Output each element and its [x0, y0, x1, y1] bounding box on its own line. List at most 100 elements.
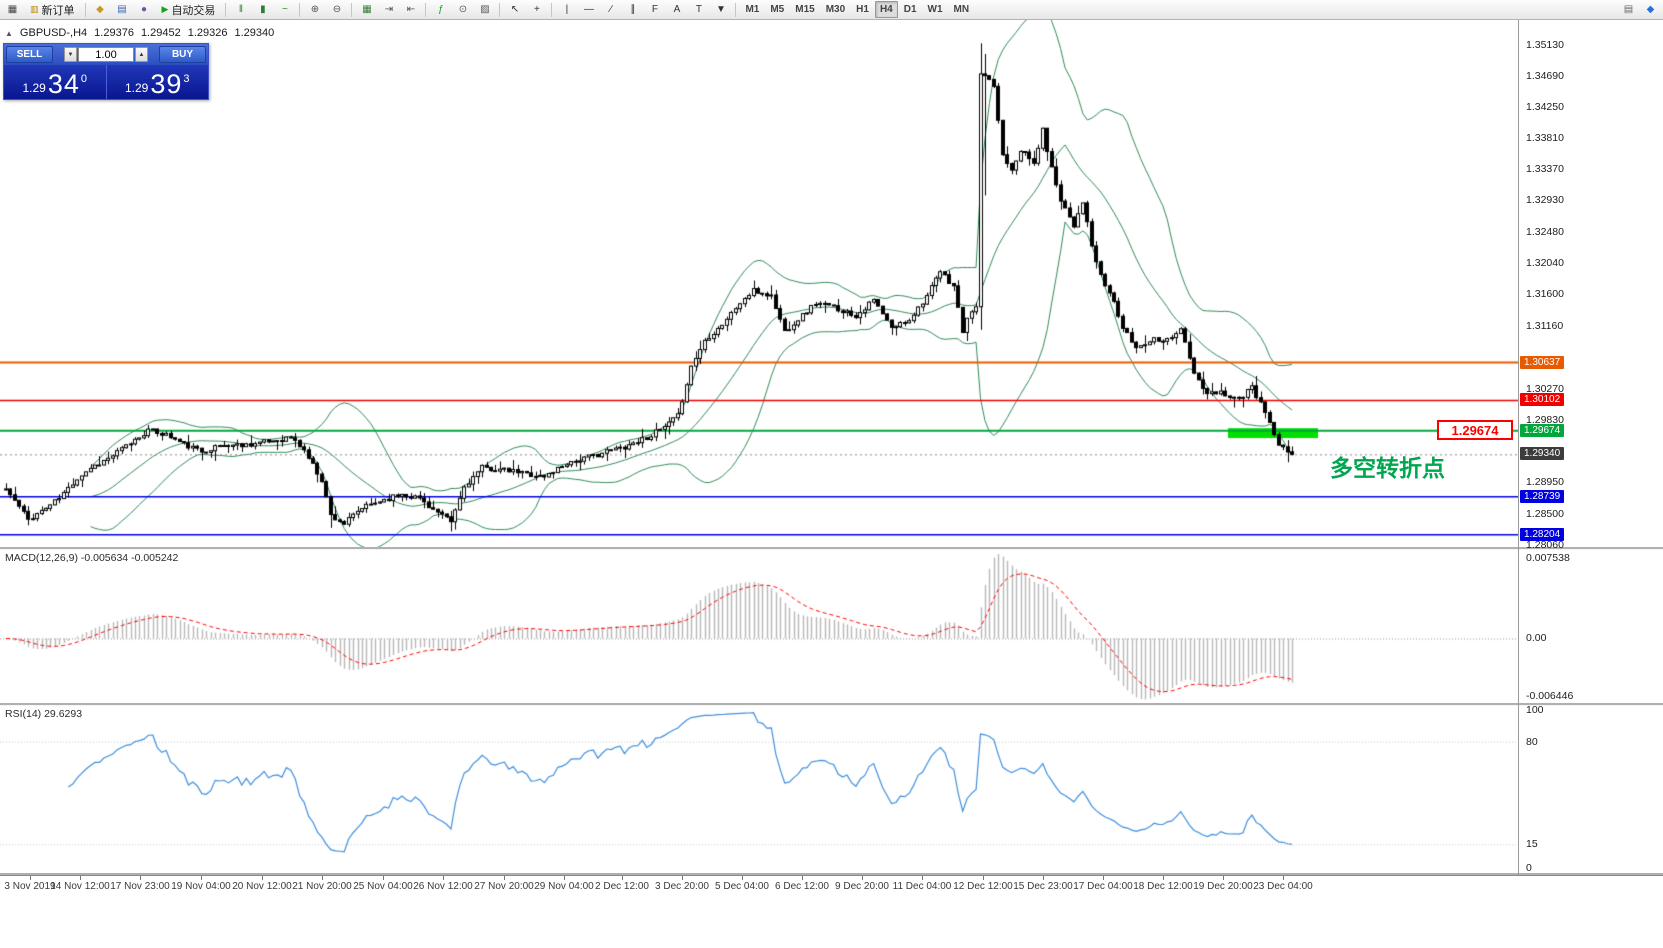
autotrading-button[interactable]: ▶ 自动交易: [156, 1, 222, 19]
vertical-line-icon[interactable]: |: [565, 3, 569, 15]
toolbar-separator: [499, 2, 501, 17]
toolbar-separator: [299, 2, 301, 17]
collapse-panel-icon[interactable]: ▲: [5, 28, 13, 38]
panel-separator[interactable]: [0, 547, 1663, 550]
toolbar-separator: [551, 2, 553, 17]
buy-price[interactable]: 1.29 39 3: [107, 65, 209, 99]
toolbar-separator: [425, 2, 427, 17]
price-axis-label: 1.32040: [1526, 257, 1564, 270]
price-level-tag: 1.28204: [1520, 527, 1565, 541]
new-order-button[interactable]: ▥ 新订单: [24, 1, 81, 19]
panel-separator[interactable]: [0, 703, 1663, 706]
price-axis-label: 1.34690: [1526, 69, 1564, 82]
timeframe-h1-button[interactable]: H1: [856, 4, 869, 15]
new-order-button-icon: ▥: [30, 4, 39, 14]
sell-price-prefix: 1.29: [22, 81, 46, 95]
fibonacci-icon[interactable]: F: [651, 3, 658, 15]
price-level-tag: 1.30637: [1520, 355, 1565, 369]
toolbar-separator: [351, 2, 353, 17]
chart-shift-icon[interactable]: ⇤: [406, 3, 416, 15]
buy-button[interactable]: BUY: [159, 46, 206, 63]
chart-close: 1.29340: [234, 27, 275, 39]
cursor-icon[interactable]: ↖: [510, 3, 520, 15]
price-axis-label: 1.32930: [1526, 194, 1564, 207]
new-order-button-label: 新订单: [41, 4, 75, 17]
trendline-icon[interactable]: ∕: [610, 3, 612, 15]
price-axis-label: 1.35130: [1526, 38, 1564, 51]
rsi-canvas[interactable]: [0, 705, 1518, 873]
macd-canvas[interactable]: [0, 549, 1518, 703]
arrows-icon[interactable]: ▼: [715, 3, 726, 15]
sell-button[interactable]: SELL: [6, 46, 53, 63]
buy-price-point: 3: [183, 73, 190, 85]
timeframe-w1-button[interactable]: W1: [927, 4, 943, 15]
buy-price-prefix: 1.29: [124, 81, 149, 95]
price-axis-label: 1.31160: [1526, 319, 1564, 332]
macd-axis-label: -0.006446: [1526, 690, 1574, 702]
terminal-icon[interactable]: ▦: [7, 3, 18, 15]
timeframe-m1-button[interactable]: M1: [745, 4, 760, 15]
sell-price[interactable]: 1.29 34 0: [4, 65, 106, 99]
crosshair-icon[interactable]: +: [534, 3, 540, 15]
horizontal-line-icon[interactable]: —: [583, 3, 594, 15]
price-axis-label: 1.30270: [1526, 382, 1564, 395]
print-preview-icon[interactable]: ▤: [1623, 3, 1634, 15]
metaeditor-icon[interactable]: ◆: [96, 3, 104, 15]
turning-point-note[interactable]: 多空转折点: [1330, 455, 1445, 481]
line-chart-icon[interactable]: ~: [282, 3, 288, 15]
price-axis-label: 1.33810: [1526, 132, 1564, 145]
macd-axis-label: 0.00: [1526, 632, 1547, 645]
market-watch-icon[interactable]: ▤: [117, 3, 127, 15]
chart-open: 1.29376: [94, 27, 134, 39]
toolbar-separator: [735, 2, 737, 17]
tile-windows-icon[interactable]: ▦: [362, 3, 372, 15]
volume-decrease-button[interactable]: ▼: [64, 47, 77, 62]
price-callout[interactable]: 1.29674: [1437, 420, 1513, 440]
price-axis-divider: [1518, 20, 1519, 876]
chart-ohlc-info: ▲ GBPUSD-,H4 1.29376 1.29452 1.29326 1.2…: [5, 27, 274, 39]
channel-icon[interactable]: ∥: [630, 3, 636, 15]
candlestick-chart-icon[interactable]: ▮: [260, 3, 266, 15]
time-axis[interactable]: [0, 875, 1663, 898]
timeframe-d1-button[interactable]: D1: [903, 4, 917, 15]
rsi-axis-label: 80: [1526, 735, 1538, 748]
rsi-axis-label: 15: [1526, 838, 1538, 851]
price-axis-label: 1.29830: [1526, 413, 1564, 426]
current-price-tag: 1.29340: [1520, 447, 1565, 461]
timeframe-h4-button[interactable]: H4: [874, 1, 898, 18]
price-axis-label: 1.32480: [1526, 226, 1564, 239]
periods-icon[interactable]: ⊙: [458, 3, 468, 15]
chart-high: 1.29452: [140, 27, 181, 39]
data-window-icon[interactable]: ●: [140, 3, 148, 15]
timeframe-m15-button[interactable]: M15: [795, 4, 815, 15]
macd-axis-label: 0.007538: [1526, 552, 1570, 564]
volume-input[interactable]: [78, 47, 134, 62]
zoom-in-icon[interactable]: ⊕: [310, 3, 320, 15]
bar-chart-icon[interactable]: ǁ: [238, 3, 243, 15]
auto-scroll-icon[interactable]: ⇥: [384, 3, 394, 15]
volume-increase-button[interactable]: ▲: [135, 47, 148, 62]
chart-low: 1.29326: [187, 27, 228, 39]
price-level-tag: 1.29674: [1520, 423, 1565, 437]
price-axis-label: 1.31600: [1526, 288, 1564, 301]
price-level-tag: 1.28739: [1520, 489, 1565, 503]
timeframe-m30-button[interactable]: M30: [825, 4, 846, 15]
timeframe-mn-button[interactable]: MN: [953, 4, 970, 15]
indicators-icon[interactable]: ƒ: [438, 3, 444, 15]
timeframe-m5-button[interactable]: M5: [770, 4, 785, 15]
zoom-out-icon[interactable]: ⊖: [332, 3, 342, 15]
price-level-tag: 1.30102: [1520, 393, 1565, 407]
label-icon[interactable]: T: [695, 3, 702, 15]
price-divider: [105, 65, 107, 99]
community-icon[interactable]: ◆: [1646, 3, 1655, 15]
price-axis-label: 1.34250: [1526, 101, 1564, 113]
toolbar-separator: [84, 2, 86, 17]
toolbar: ▦ ▥ 新订单 ◆ ▤ ● ▶ 自动交易 ǁ ▮ ~ ⊕ ⊖ ▦ ⇥ ⇤ ƒ ⊙ ▨ ↖ + | — ∕ ∥ F A T ▼ M1 M5 M1…: [0, 0, 1663, 20]
chart-symbol-period: GBPUSD-,H4: [19, 27, 88, 39]
sell-price-point: 0: [80, 73, 88, 85]
templates-icon[interactable]: ▨: [480, 3, 490, 15]
main-chart-canvas[interactable]: [0, 20, 1518, 547]
autotrading-button-icon: ▶: [161, 4, 169, 14]
text-icon[interactable]: A: [673, 3, 681, 15]
